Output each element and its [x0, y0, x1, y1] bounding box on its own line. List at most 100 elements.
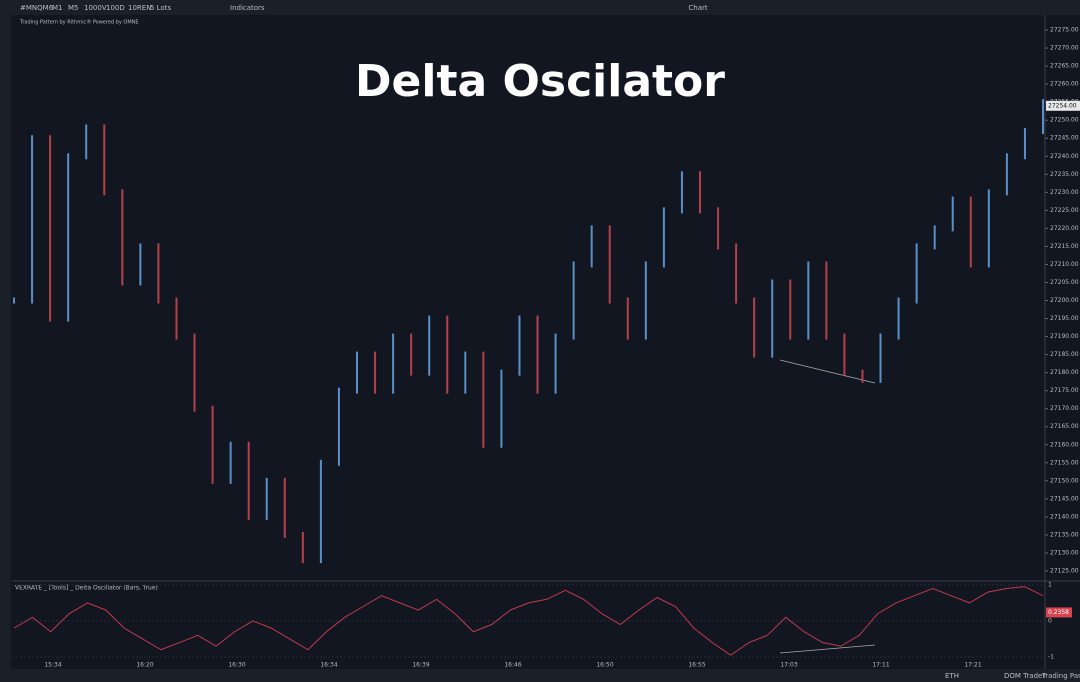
y-tick-label: 27190.00: [1050, 333, 1079, 340]
session[interactable]: ETH: [945, 672, 959, 680]
price-bar: [301, 531, 304, 564]
x-tick-label: 16:20: [136, 662, 153, 669]
price-badge-label: 27254.00: [1048, 102, 1077, 109]
price-bar: [987, 189, 990, 268]
price-bar: [482, 351, 485, 448]
dom-trader[interactable]: DOM Trader: [1004, 672, 1045, 680]
indicators[interactable]: Indicators: [230, 4, 265, 12]
price-bar: [392, 333, 395, 394]
symbol[interactable]: #MNQM6: [20, 4, 54, 12]
y-tick-label: 27230.00: [1050, 189, 1079, 196]
price-bar: [428, 315, 431, 376]
price-bar: [554, 333, 557, 394]
y-tick-label: 27220.00: [1050, 225, 1079, 232]
timeframe[interactable]: M5: [68, 4, 79, 12]
price-bar: [13, 297, 15, 304]
indicator-label: VEXRATE _ [Tools] _ Delta Oscillator (Ba…: [15, 585, 158, 592]
divergence-line: [779, 359, 876, 384]
price-bar: [31, 135, 34, 304]
y-tick-label: 27140.00: [1050, 513, 1079, 520]
divergence-line: [779, 644, 876, 654]
price-bar: [1042, 99, 1044, 135]
price-bar: [67, 153, 70, 322]
timeframe[interactable]: 1000V: [84, 4, 107, 12]
y-tick-label: 27260.00: [1050, 81, 1079, 88]
x-tick-label: 17:03: [780, 662, 797, 669]
price-bar: [1005, 153, 1008, 196]
y-tick-label: 27125.00: [1050, 567, 1079, 574]
price-bar: [807, 261, 810, 340]
y-tick-label: 27150.00: [1050, 477, 1079, 484]
y-tick-label: 27195.00: [1050, 315, 1079, 322]
x-tick-label: 16:39: [412, 662, 429, 669]
price-bar: [356, 351, 358, 394]
price-bar: [49, 135, 52, 322]
price-bar: [735, 243, 738, 304]
price-bar: [699, 171, 701, 214]
y-tick-label: -1: [1048, 653, 1054, 660]
timeframe[interactable]: M1: [52, 4, 63, 12]
x-tick-label: 15:34: [44, 662, 61, 669]
y-tick-label: 27250.00: [1050, 117, 1079, 124]
x-tick-label: 16:55: [688, 662, 705, 669]
y-tick-label: 27245.00: [1050, 135, 1079, 142]
price-bar: [843, 333, 846, 376]
price-bar: [175, 297, 178, 340]
price-bar: [951, 196, 954, 232]
y-tick-label: 1: [1048, 581, 1052, 588]
price-bar: [410, 333, 413, 376]
price-bar: [572, 261, 575, 340]
price-bar: [265, 477, 268, 520]
price-bar: [717, 207, 720, 250]
window-title: Chart: [688, 4, 707, 12]
trading-panel[interactable]: Trading Panel: [1041, 672, 1080, 680]
price-bar: [644, 261, 647, 340]
y-tick-label: 0: [1048, 617, 1052, 624]
price-bar: [753, 297, 756, 358]
timeframe[interactable]: 10REN: [128, 4, 151, 12]
price-bar: [825, 261, 828, 340]
price-bar: [879, 333, 882, 383]
y-tick-label: 27135.00: [1050, 531, 1079, 538]
osc-badge: [1046, 607, 1072, 618]
price-bar: [626, 297, 629, 340]
timeframe[interactable]: 100D: [106, 4, 125, 12]
price-bar: [518, 315, 521, 376]
lots[interactable]: 5 Lots: [150, 4, 171, 12]
price-bar: [771, 279, 774, 358]
price-bar: [608, 225, 611, 304]
price-bar: [247, 441, 250, 520]
y-tick-label: 27130.00: [1050, 549, 1079, 556]
y-tick-label: 27265.00: [1050, 63, 1079, 70]
price-bar: [662, 207, 665, 268]
y-tick-label: 27155.00: [1050, 459, 1079, 466]
side-toolbar: [0, 15, 11, 670]
y-tick-label: 27165.00: [1050, 423, 1079, 430]
oscillator-line: [13, 586, 1044, 656]
headline: Delta Oscilator: [355, 56, 725, 107]
x-tick-label: 16:46: [504, 662, 521, 669]
y-tick-label: 27185.00: [1050, 351, 1079, 358]
price-bar: [789, 279, 792, 340]
y-tick-label: 27170.00: [1050, 405, 1079, 412]
y-tick-label: 27175.00: [1050, 387, 1079, 394]
price-bar: [157, 243, 160, 304]
price-bar: [897, 297, 900, 340]
y-tick-label: 27215.00: [1050, 243, 1079, 250]
y-tick-label: 27240.00: [1050, 153, 1079, 160]
watermark: Trading Pattern by Rithmic® Powered by O…: [19, 19, 139, 26]
price-bar: [85, 124, 88, 160]
price-bar: [103, 124, 106, 196]
y-tick-label: 27270.00: [1050, 45, 1079, 52]
price-bar: [915, 243, 918, 304]
y-tick-label: 27145.00: [1050, 495, 1079, 502]
y-tick-label: 27180.00: [1050, 369, 1079, 376]
price-bar: [446, 315, 449, 394]
price-bar: [861, 369, 864, 383]
statusbar: [0, 669, 1080, 682]
price-bar: [337, 387, 340, 466]
price-bar: [319, 459, 322, 564]
price-badge: [1046, 100, 1080, 111]
